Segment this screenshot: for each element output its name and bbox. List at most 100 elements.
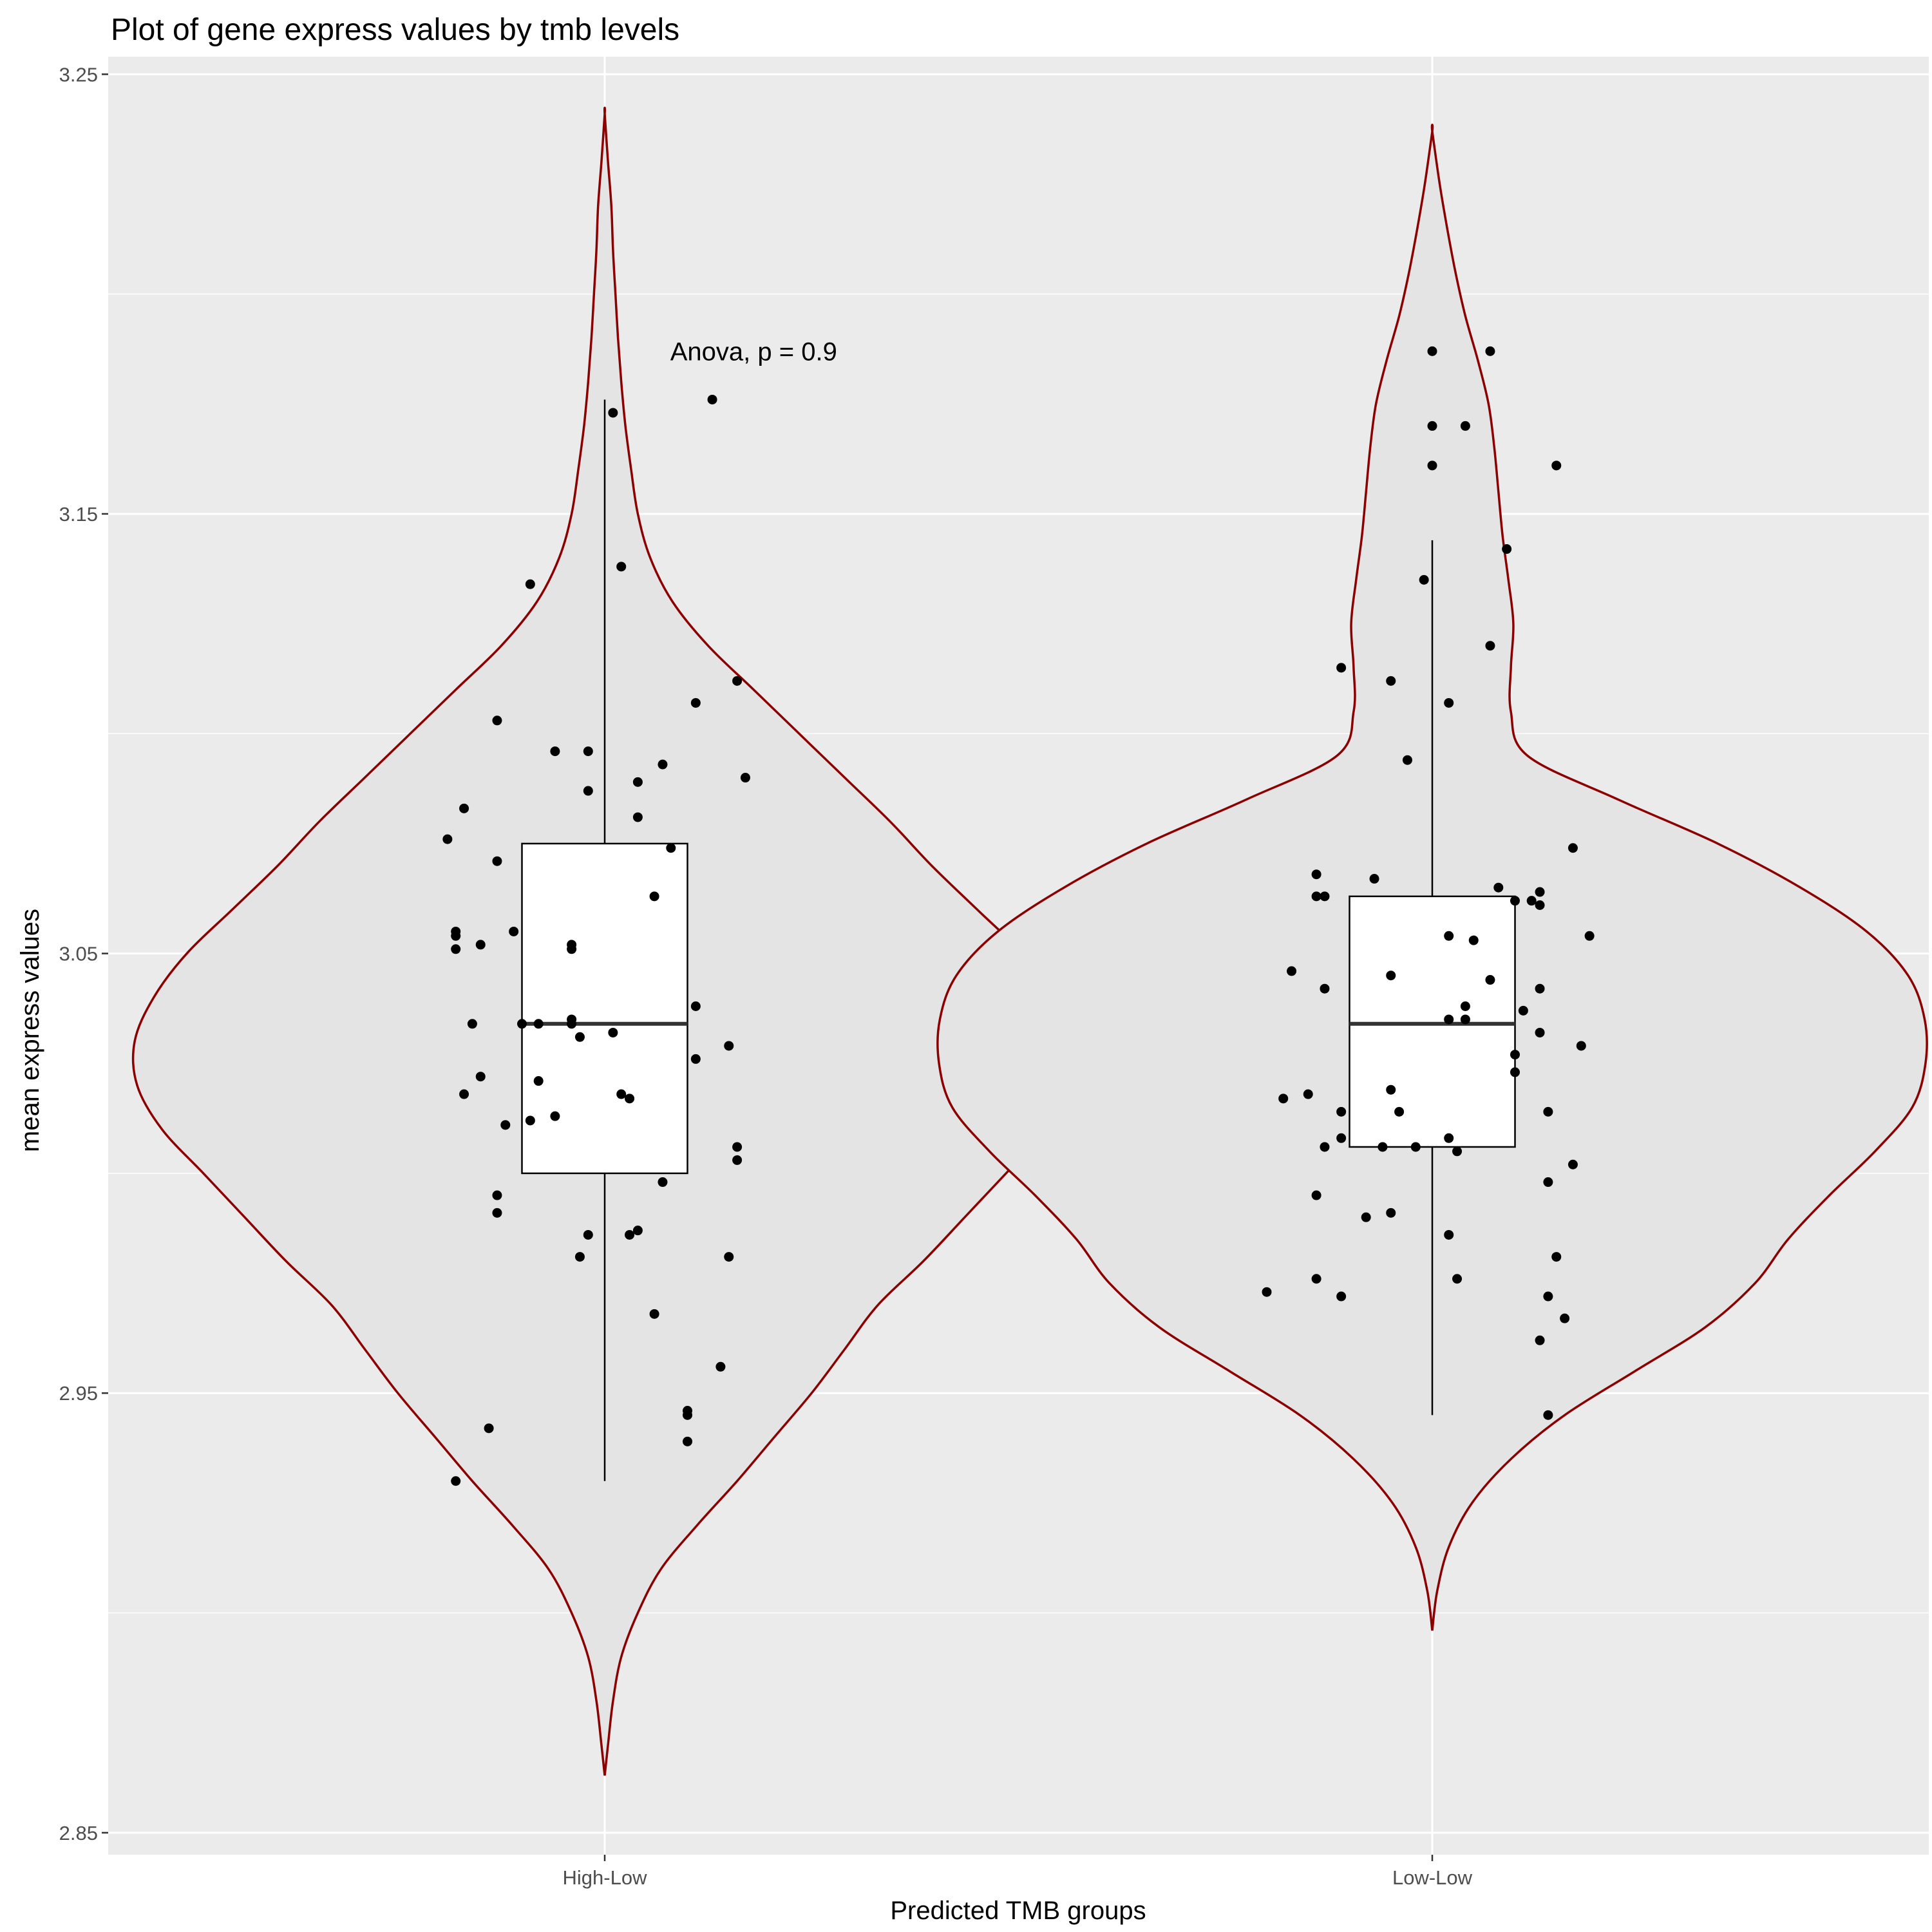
data-point [1452, 1274, 1463, 1284]
data-point [1336, 1106, 1347, 1117]
y-tick-label: 2.85 [59, 1822, 98, 1844]
data-point [525, 1115, 535, 1126]
data-point [1460, 1001, 1470, 1012]
data-point [1551, 1252, 1562, 1262]
boxplot-layer [521, 399, 1516, 1481]
data-point [1386, 1084, 1396, 1095]
data-point [683, 1410, 692, 1420]
data-point [732, 1155, 743, 1165]
data-point [574, 1252, 585, 1262]
data-point [1560, 1313, 1570, 1323]
data-point [492, 1208, 502, 1218]
data-point [1311, 1190, 1321, 1200]
data-point [1386, 1208, 1396, 1218]
data-point [732, 1142, 743, 1152]
data-point [525, 579, 535, 589]
iqr-box [1349, 895, 1516, 1148]
data-point [467, 1019, 477, 1029]
data-point [550, 1111, 560, 1121]
data-point [732, 676, 743, 686]
x-tick-label: High-Low [563, 1866, 648, 1889]
data-point [475, 1072, 486, 1082]
data-point [492, 715, 502, 726]
data-point [649, 1309, 659, 1319]
data-point [1518, 1005, 1528, 1016]
data-point [1543, 1291, 1553, 1302]
data-point [690, 697, 701, 708]
data-point [724, 1252, 734, 1262]
data-point [567, 1014, 577, 1025]
data-point [1510, 1050, 1520, 1060]
data-point [550, 746, 560, 757]
data-point [500, 1120, 511, 1130]
axes: 2.85 2.95 3.05 3.15 3.25 High-Low Low-Low [59, 63, 1473, 1889]
data-point [1320, 891, 1330, 902]
data-point [1535, 1335, 1545, 1345]
y-tick-label: 2.95 [59, 1382, 98, 1405]
data-point [690, 1054, 701, 1064]
data-point [625, 1229, 635, 1240]
y-tick-label: 3.05 [59, 943, 98, 965]
data-point [1444, 697, 1454, 708]
data-point [1287, 966, 1297, 976]
data-point [1485, 641, 1495, 651]
data-point [740, 773, 750, 783]
data-point [683, 1436, 692, 1446]
data-point [533, 1019, 544, 1029]
y-axis-title: mean express values [16, 909, 44, 1152]
data-point [1485, 346, 1495, 356]
data-point [649, 891, 659, 902]
data-point [1576, 1041, 1586, 1051]
jitter-points [442, 346, 1595, 1486]
data-point [583, 786, 593, 796]
data-point [658, 759, 668, 770]
data-point [1535, 900, 1545, 910]
data-point [1303, 1089, 1313, 1099]
data-point [1493, 882, 1504, 893]
data-point [608, 1027, 618, 1037]
data-point [533, 1076, 544, 1086]
data-point [1419, 574, 1429, 585]
data-point [1427, 346, 1437, 356]
data-point [1386, 971, 1396, 981]
data-point [1410, 1142, 1421, 1152]
anova-annotation: Anova, p = 0.9 [670, 337, 837, 366]
data-point [616, 562, 627, 572]
data-point [492, 1190, 502, 1200]
data-point [1535, 1027, 1545, 1037]
data-point [1311, 1274, 1321, 1284]
data-point [632, 777, 643, 787]
data-point [451, 1476, 461, 1486]
data-point [1584, 931, 1595, 941]
data-point [1444, 1229, 1454, 1240]
data-point [625, 1094, 635, 1104]
data-point [666, 843, 676, 853]
data-point [1444, 1014, 1454, 1025]
data-point [1427, 460, 1437, 471]
data-point [1336, 1133, 1347, 1143]
x-tick-label: Low-Low [1392, 1866, 1473, 1889]
data-point [1567, 843, 1578, 853]
y-tick-label: 3.25 [59, 63, 98, 86]
data-point [1311, 869, 1321, 880]
data-point [1320, 983, 1330, 994]
data-point [1468, 935, 1479, 945]
data-point [1543, 1106, 1553, 1117]
data-point [459, 1089, 469, 1099]
data-point [509, 926, 519, 936]
data-point [492, 856, 502, 866]
iqr-box [521, 842, 688, 1175]
data-point [1543, 1410, 1553, 1420]
data-point [583, 746, 593, 757]
data-point [1535, 983, 1545, 994]
data-point [1369, 874, 1379, 884]
data-point [1278, 1094, 1289, 1104]
data-point [608, 408, 618, 418]
data-point [567, 944, 577, 954]
data-point [715, 1361, 726, 1372]
data-point [724, 1041, 734, 1051]
data-point [1535, 887, 1545, 897]
data-point [1262, 1287, 1272, 1297]
data-point [517, 1019, 527, 1029]
